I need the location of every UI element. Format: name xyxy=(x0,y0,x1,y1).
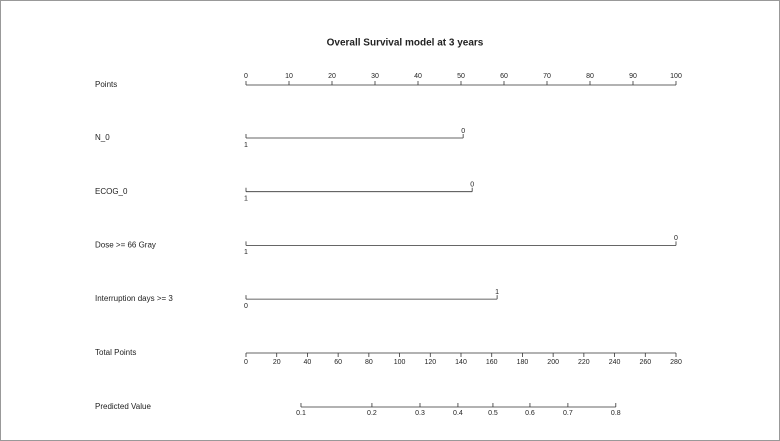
tick-label: 160 xyxy=(486,359,498,366)
tick-label: 40 xyxy=(304,359,312,366)
row-label: Points xyxy=(95,80,117,89)
tick-label: 0.2 xyxy=(367,410,377,417)
tick-label: 80 xyxy=(365,359,373,366)
tick-label: 280 xyxy=(670,359,682,366)
level-label: 0 xyxy=(470,182,474,189)
tick-label: 0 xyxy=(244,359,248,366)
tick-label: 100 xyxy=(670,73,682,80)
tick-label: 240 xyxy=(609,359,621,366)
tick-label: 0.1 xyxy=(296,410,306,417)
tick-label: 100 xyxy=(394,359,406,366)
tick-label: 0.5 xyxy=(488,410,498,417)
tick-label: 60 xyxy=(334,359,342,366)
tick-label: 20 xyxy=(328,73,336,80)
level-label: 1 xyxy=(244,249,248,256)
tick-label: 180 xyxy=(517,359,529,366)
level-label: 0 xyxy=(674,235,678,242)
level-label: 0 xyxy=(244,303,248,310)
tick-label: 40 xyxy=(414,73,422,80)
tick-label: 0.3 xyxy=(415,410,425,417)
row-label: Dose >= 66 Gray xyxy=(95,241,156,250)
chart-title: Overall Survival model at 3 years xyxy=(327,38,484,49)
tick-label: 260 xyxy=(639,359,651,366)
tick-label: 70 xyxy=(543,73,551,80)
tick-label: 0.8 xyxy=(611,410,621,417)
tick-label: 10 xyxy=(285,73,293,80)
tick-label: 220 xyxy=(578,359,590,366)
tick-label: 50 xyxy=(457,73,465,80)
tick-label: 0.7 xyxy=(563,410,573,417)
tick-label: 80 xyxy=(586,73,594,80)
level-label: 1 xyxy=(244,196,248,203)
tick-label: 20 xyxy=(273,359,281,366)
level-label: 1 xyxy=(244,142,248,149)
tick-label: 90 xyxy=(629,73,637,80)
tick-label: 0.6 xyxy=(525,410,535,417)
row-label: N_0 xyxy=(95,133,110,142)
row-label: ECOG_0 xyxy=(95,187,128,196)
tick-label: 200 xyxy=(547,359,559,366)
tick-label: 0 xyxy=(244,73,248,80)
row-label: Interruption days >= 3 xyxy=(95,294,173,303)
row-label: Predicted Value xyxy=(95,402,151,411)
tick-label: 30 xyxy=(371,73,379,80)
row-label: Total Points xyxy=(95,348,136,357)
tick-label: 140 xyxy=(455,359,467,366)
level-label: 0 xyxy=(461,128,465,135)
tick-label: 120 xyxy=(424,359,436,366)
tick-label: 0.4 xyxy=(453,410,463,417)
level-label: 1 xyxy=(495,289,499,296)
tick-label: 60 xyxy=(500,73,508,80)
